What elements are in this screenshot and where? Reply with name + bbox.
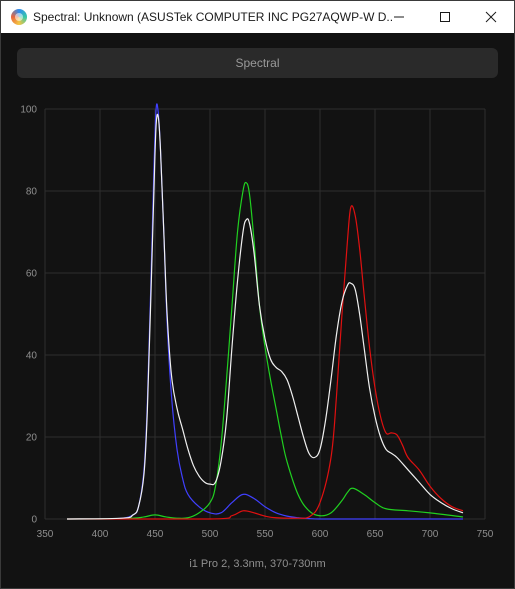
y-tick-label: 40 [26,351,38,362]
y-tick-label: 60 [26,269,38,280]
series-line-1 [67,181,464,520]
chart-axes: 350 400 450 500 550 600 650 700 750 0 20 40 60 80 100 [20,105,493,541]
title-bar[interactable]: Spectral: Unknown (ASUSTek COMPUTER INC … [1,1,514,33]
window-controls [376,1,514,33]
window-title: Spectral: Unknown (ASUSTek COMPUTER INC … [33,10,393,24]
series-line-3 [66,113,464,520]
content-area: Spectral 350 400 450 500 550 600 650 700 750 0 20 4… [1,33,514,588]
minimize-button[interactable] [376,1,422,33]
chart-grid [44,108,486,520]
x-tick-label: 500 [202,529,219,540]
spectral-mode-button[interactable]: Spectral [17,48,498,78]
y-tick-label: 100 [20,105,37,116]
x-tick-label: 450 [147,529,164,540]
x-tick-label: 400 [92,529,109,540]
x-tick-label: 600 [312,529,329,540]
minimize-icon [394,16,404,18]
chart-series [66,103,464,520]
x-tick-label: 750 [477,529,494,540]
instrument-caption: i1 Pro 2, 3.3nm, 370-730nm [189,558,326,570]
app-logo-icon [11,9,27,25]
y-tick-label: 80 [26,187,38,198]
y-tick-label: 0 [31,515,37,526]
y-tick-label: 20 [26,433,38,444]
x-tick-label: 650 [367,529,384,540]
x-tick-label: 350 [37,529,54,540]
maximize-icon [440,12,450,22]
close-button[interactable] [468,1,514,33]
maximize-button[interactable] [422,1,468,33]
close-icon [485,11,497,23]
x-tick-label: 550 [257,529,274,540]
spectral-chart: 350 400 450 500 550 600 650 700 750 0 20 40 60 80 100 [20,103,494,541]
x-tick-label: 700 [422,529,439,540]
series-line-2 [67,205,464,520]
